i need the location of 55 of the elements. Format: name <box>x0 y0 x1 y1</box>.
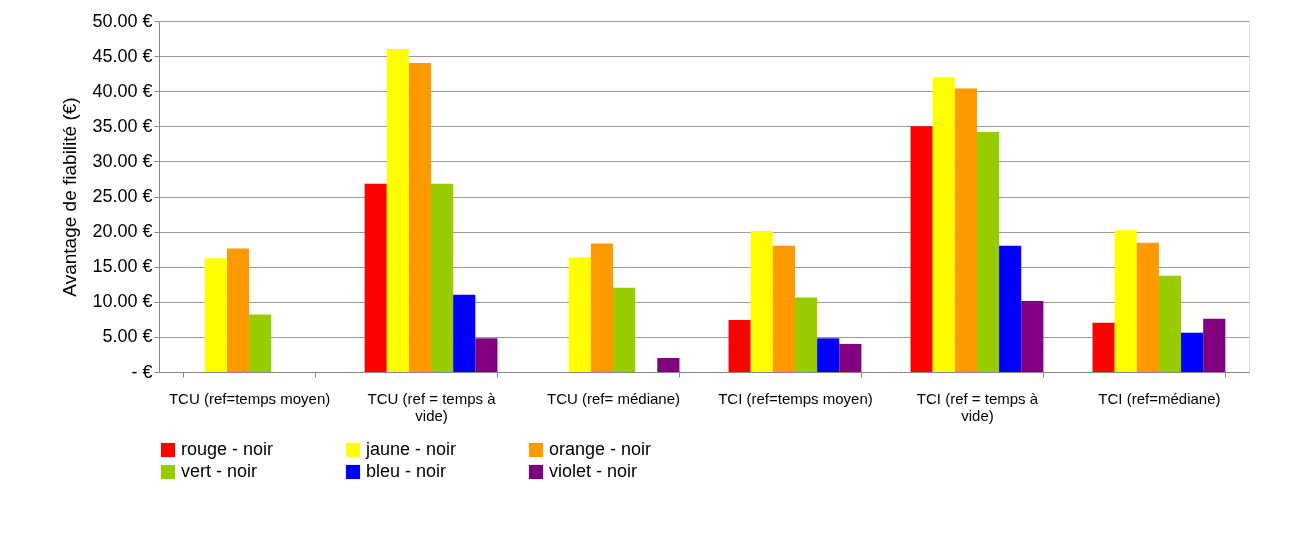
bar <box>1158 275 1182 372</box>
bar <box>204 258 227 372</box>
bar <box>249 314 272 372</box>
legend-label: vert - noir <box>181 461 258 481</box>
y-axis-title: Avantage de fiabilité (€) <box>59 97 81 297</box>
bar <box>976 131 1000 372</box>
bar <box>1136 242 1159 372</box>
y-tick-label: 20.00 € <box>92 221 153 242</box>
y-tick-label: 50.00 € <box>92 10 153 31</box>
y-tick-label: 35.00 € <box>92 115 153 136</box>
bar <box>386 49 409 372</box>
x-tick-label: TCI (ref=temps moyen) <box>718 389 873 407</box>
bar <box>999 245 1022 372</box>
y-tick-label: 25.00 € <box>92 186 153 206</box>
bar <box>817 338 840 372</box>
y-tick-label: 40.00 € <box>92 80 153 101</box>
legend-label: jaune - noir <box>365 439 457 459</box>
y-tick-label: 10.00 € <box>92 291 153 312</box>
legend-label: bleu - noir <box>366 461 447 481</box>
bar <box>568 257 591 372</box>
bar <box>839 343 862 372</box>
x-tick-label: TCU (ref = temps à vide) <box>367 389 497 424</box>
y-tick-label: 5.00 € <box>102 326 153 347</box>
bar <box>613 287 636 372</box>
bar <box>1092 322 1115 372</box>
y-tick-label: - € <box>131 361 153 382</box>
y-tick-label: 30.00 € <box>92 150 153 171</box>
bar <box>794 297 818 372</box>
bar <box>750 230 773 372</box>
bar <box>364 183 387 372</box>
legend-label: rouge - noir <box>181 439 274 459</box>
x-tick-label: TCU (ref= médiane) <box>547 389 680 407</box>
y-tick-label: 15.00 € <box>92 256 153 277</box>
legend-label: orange - noir <box>549 439 652 459</box>
y-tick-label: 45.00 € <box>92 45 153 66</box>
bar <box>728 320 751 372</box>
bar <box>910 126 933 372</box>
bar <box>475 338 498 372</box>
x-tick-label: TCI (ref = temps à vide) <box>916 389 1039 424</box>
bar <box>1203 318 1226 372</box>
bar <box>431 183 454 372</box>
bar <box>1021 301 1044 372</box>
x-tick-label: TCU (ref=temps moyen) <box>168 389 331 407</box>
legend-label: violet - noir <box>549 461 638 481</box>
bar <box>954 88 977 372</box>
bar <box>1114 230 1137 372</box>
x-tick-label: TCI (ref=médiane) <box>1098 389 1221 407</box>
bar <box>226 248 250 372</box>
bar <box>590 243 614 372</box>
bar <box>408 63 432 372</box>
bar <box>932 77 955 372</box>
bar <box>453 294 476 372</box>
bar <box>1181 332 1204 372</box>
bar <box>657 357 680 372</box>
bar <box>772 245 795 372</box>
